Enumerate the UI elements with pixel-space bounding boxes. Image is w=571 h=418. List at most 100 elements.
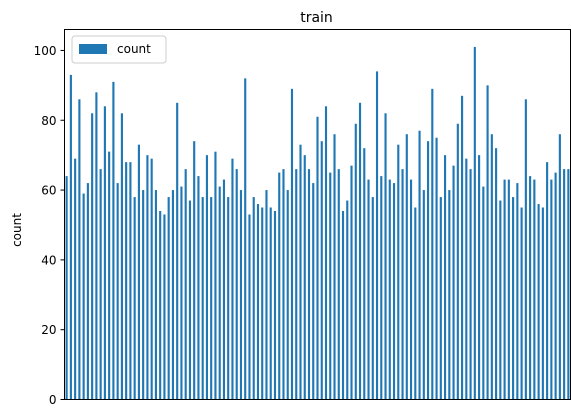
bar — [252, 197, 255, 400]
bar — [490, 134, 493, 400]
bar — [108, 151, 111, 400]
legend: count — [71, 35, 167, 64]
bar — [371, 197, 374, 400]
bar — [120, 113, 123, 400]
bar — [261, 207, 264, 400]
bar — [426, 141, 430, 400]
y-tick-label: 20 — [41, 323, 56, 337]
bar — [503, 179, 506, 400]
bar — [567, 169, 570, 400]
bar — [512, 197, 515, 400]
bar — [235, 169, 238, 400]
bar — [422, 190, 425, 400]
y-tick-label: 0 — [49, 393, 57, 407]
bar — [478, 155, 481, 400]
bar — [558, 134, 561, 400]
bar — [82, 193, 85, 400]
bar — [337, 169, 340, 400]
bar — [78, 99, 81, 400]
bar — [516, 183, 519, 400]
bar — [486, 85, 489, 400]
bar — [435, 137, 438, 400]
bar — [222, 179, 226, 400]
bar — [520, 207, 523, 400]
bar — [431, 88, 434, 400]
bar — [312, 183, 315, 400]
bar — [388, 179, 391, 400]
bar — [269, 207, 272, 400]
bar — [469, 169, 472, 400]
bar — [282, 169, 285, 400]
bar — [150, 158, 153, 400]
bar — [346, 200, 349, 400]
bar — [286, 190, 289, 400]
chart-title: train — [300, 10, 333, 26]
bar — [69, 74, 72, 400]
bar — [273, 211, 277, 400]
bar — [380, 176, 383, 400]
bar — [163, 214, 166, 400]
bar — [146, 155, 149, 400]
bar — [448, 190, 451, 400]
bar — [218, 186, 221, 400]
bar — [363, 148, 366, 400]
bar — [307, 169, 311, 400]
bar — [354, 123, 357, 400]
bar — [180, 186, 183, 400]
bar — [414, 207, 417, 400]
bar — [159, 211, 162, 400]
bar — [333, 134, 336, 400]
bar — [193, 141, 196, 400]
bar — [227, 197, 230, 400]
legend-box — [71, 35, 167, 64]
bar — [210, 197, 213, 400]
bar — [350, 165, 353, 400]
bar — [495, 148, 498, 400]
bar — [401, 169, 404, 400]
legend-label-count: count — [117, 42, 151, 56]
bar — [524, 99, 527, 400]
y-tick-label: 100 — [34, 44, 57, 58]
bar — [248, 214, 251, 400]
y-tick-label: 80 — [41, 114, 56, 128]
bar — [452, 165, 455, 400]
bar — [320, 141, 323, 400]
bars-group — [65, 46, 570, 400]
bar — [133, 197, 136, 400]
bar — [316, 116, 319, 400]
bar — [409, 179, 413, 400]
bar — [112, 81, 115, 400]
bar — [482, 186, 485, 400]
bar — [129, 162, 132, 400]
bar — [214, 151, 217, 400]
bar — [265, 190, 268, 400]
bar — [142, 190, 145, 400]
bar — [358, 102, 362, 400]
bar — [541, 207, 544, 400]
bar — [125, 162, 128, 400]
bar — [418, 130, 421, 400]
bar — [99, 169, 102, 400]
bar — [239, 190, 243, 400]
bar — [341, 211, 345, 400]
bar — [392, 183, 396, 400]
bar — [91, 113, 94, 400]
bar — [533, 179, 536, 400]
bar — [65, 176, 68, 400]
bar — [329, 172, 332, 400]
bar — [461, 95, 464, 400]
bar — [546, 162, 549, 400]
bar — [405, 134, 408, 400]
bar — [295, 169, 298, 400]
y-axis-ticks: 0 20 40 60 80 100 — [34, 44, 65, 407]
bar — [231, 158, 234, 400]
bar — [116, 183, 119, 400]
bar — [256, 204, 260, 400]
bar — [499, 200, 502, 400]
bar — [184, 169, 187, 400]
bar — [554, 172, 557, 400]
bar — [324, 106, 328, 400]
bar — [74, 158, 77, 400]
bar — [171, 190, 174, 400]
bar — [473, 46, 476, 400]
